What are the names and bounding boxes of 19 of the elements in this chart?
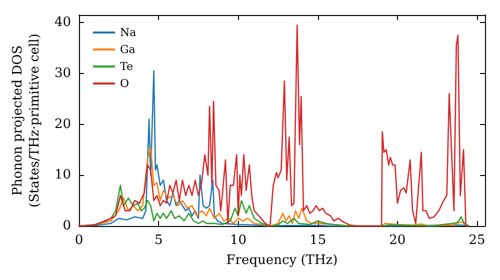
x-tick-label: 5 — [154, 233, 163, 248]
y-tick-label: 20 — [54, 116, 71, 132]
line-series — [78, 24, 470, 227]
x-tick-label: 10 — [230, 233, 246, 248]
legend-label: Na — [120, 26, 137, 39]
x-axis-title: Frequency (THz) — [226, 252, 338, 268]
x-tick-label: 25 — [468, 233, 486, 248]
y-tick-label: 30 — [54, 66, 71, 81]
legend-label: Ga — [120, 43, 136, 56]
x-tick-label: 0 — [74, 233, 84, 248]
x-tick-label: 15 — [310, 233, 326, 248]
y-tick-label: 0 — [62, 218, 71, 234]
x-tick-label: 20 — [389, 233, 406, 248]
legend-label: Te — [120, 60, 133, 73]
y-tick-label: 10 — [54, 168, 71, 183]
y-tick-label: 40 — [54, 15, 71, 30]
legend-label: O — [120, 77, 130, 90]
line-series — [78, 184, 470, 227]
y-axis-title: Phonon projected DOS (States/THz·primitive cell) — [10, 33, 43, 208]
